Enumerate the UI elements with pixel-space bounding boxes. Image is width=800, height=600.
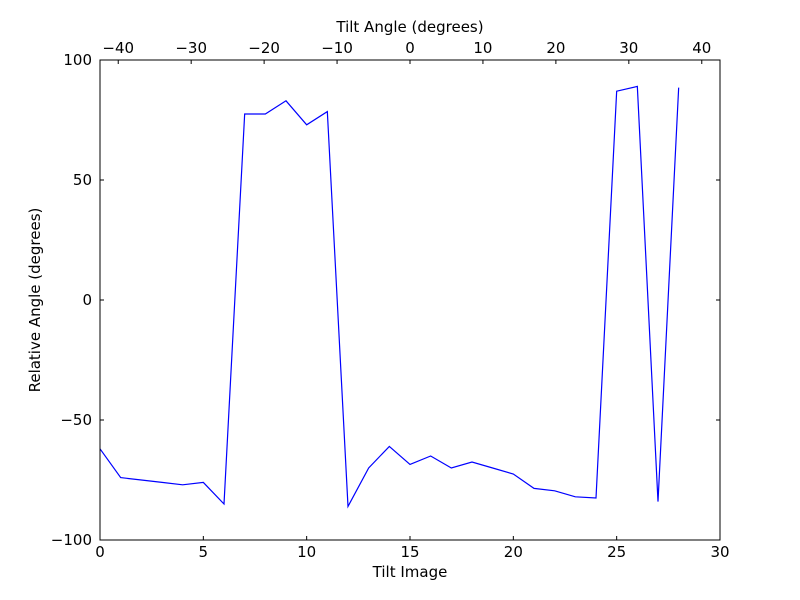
x2-tick-label: −20 [248, 39, 280, 57]
y-tick-label: 0 [82, 291, 92, 309]
y-tick-label: −50 [60, 411, 92, 429]
y-tick-label: 100 [63, 51, 92, 69]
x2-tick-label: 30 [619, 39, 638, 57]
x-tick-label: 20 [504, 543, 523, 561]
x2-tick-label: 20 [546, 39, 565, 57]
x-tick-label: 5 [199, 543, 209, 561]
x-tick-label: 15 [400, 543, 419, 561]
x-tick-label: 0 [95, 543, 105, 561]
x-tick-label: 30 [710, 543, 729, 561]
x2-axis-label: Tilt Angle (degrees) [335, 18, 483, 36]
x-axis-label: Tilt Image [372, 563, 448, 581]
tick-labels: 0 5 10 15 20 25 30−40 −30 −20 −10 0 10 20 30 40−100−50… [51, 39, 730, 561]
x2-tick-label: −40 [102, 39, 134, 57]
x-tick-label: 10 [297, 543, 316, 561]
x2-tick-label: −10 [321, 39, 353, 57]
series-line-0 [99, 85, 680, 509]
x2-tick-label: −30 [175, 39, 207, 57]
ticks [99, 59, 721, 541]
x2-tick-label: 10 [473, 39, 492, 57]
y-tick-label: 50 [73, 171, 92, 189]
x-tick-label: 25 [607, 543, 626, 561]
series-layer [99, 85, 680, 509]
plot-frame [99, 59, 721, 541]
x2-tick-label: 40 [692, 39, 711, 57]
x2-tick-label: 0 [405, 39, 415, 57]
y-axis-label: Relative Angle (degrees) [26, 208, 44, 393]
y-tick-label: −100 [51, 531, 92, 549]
